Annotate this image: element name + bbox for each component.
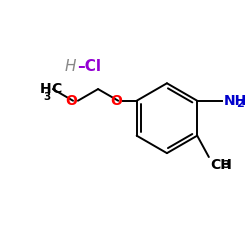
Text: 3: 3 bbox=[44, 92, 51, 102]
Text: NH: NH bbox=[224, 94, 247, 108]
Text: CH: CH bbox=[210, 158, 232, 172]
Text: O: O bbox=[65, 94, 77, 108]
Text: –Cl: –Cl bbox=[77, 59, 101, 74]
Text: 3: 3 bbox=[222, 160, 230, 170]
Text: H: H bbox=[64, 59, 76, 74]
Text: O: O bbox=[110, 94, 122, 108]
Text: H: H bbox=[39, 82, 51, 96]
Text: C: C bbox=[51, 82, 61, 96]
Text: 2: 2 bbox=[236, 99, 244, 109]
